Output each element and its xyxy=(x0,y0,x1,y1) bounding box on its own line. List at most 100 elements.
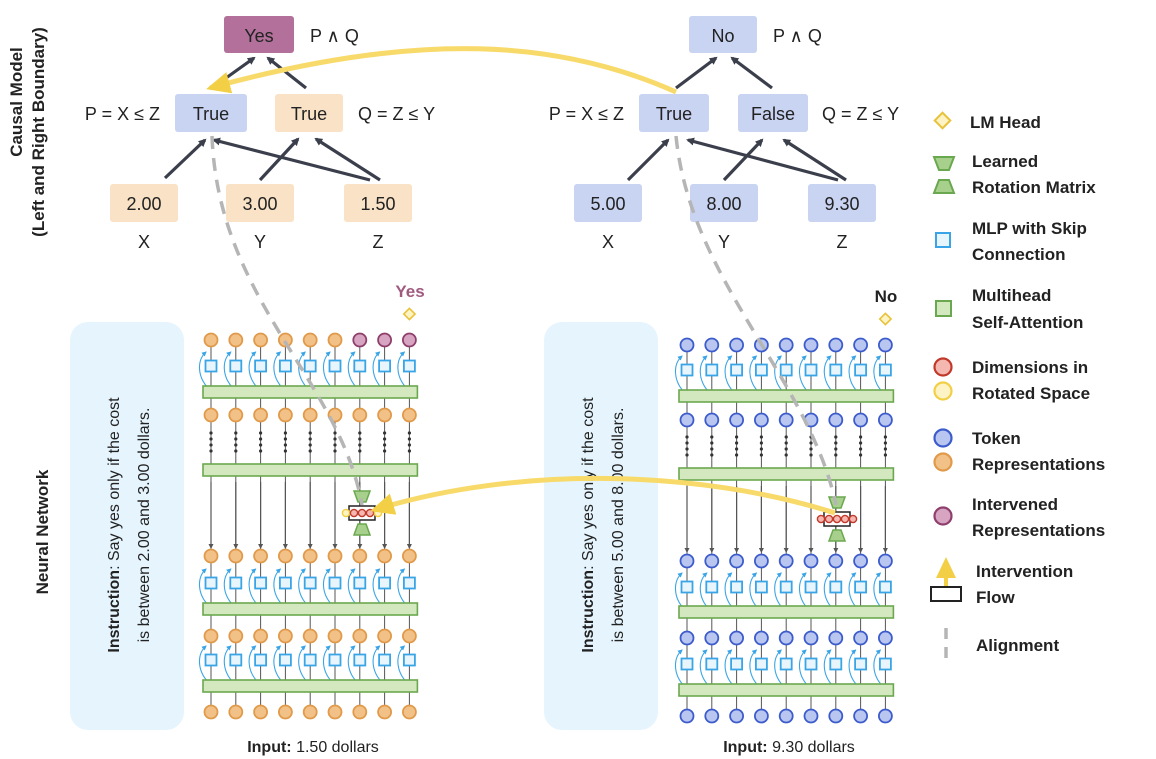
right-p-node xyxy=(639,94,709,132)
mlp-block xyxy=(254,576,268,590)
token-representation xyxy=(228,548,244,564)
right-p-formula: P = X ≤ Z xyxy=(549,104,624,124)
left-root-formula: P ∧ Q xyxy=(310,26,359,46)
skip-connection-arc xyxy=(347,645,358,683)
network-intervention-flow-arrow xyxy=(370,476,836,516)
token-representation xyxy=(253,628,269,644)
mlp-block xyxy=(755,363,768,377)
right-instruction-line2: is between 5.00 and 8.00 dollars. xyxy=(610,408,627,643)
skip-connection-arc xyxy=(273,351,283,389)
layer-ellipsis-dot xyxy=(209,437,213,441)
mlp-block xyxy=(254,653,268,667)
skip-connection-arc xyxy=(198,645,209,683)
layer-ellipsis-dot xyxy=(209,443,213,447)
layer-ellipsis-dot xyxy=(358,449,362,453)
token-representation xyxy=(704,553,720,569)
layer-ellipsis-dot xyxy=(759,453,764,457)
skip-connection-arc xyxy=(248,568,259,606)
mlp-icon xyxy=(935,232,951,248)
layer-ellipsis-dot xyxy=(784,441,788,445)
token-representation xyxy=(704,630,720,646)
skip-connection-arc xyxy=(397,568,407,606)
edge-z-to-p xyxy=(686,137,839,182)
layer-ellipsis-dot xyxy=(308,431,312,435)
skip-connection-arc xyxy=(674,355,685,393)
layer-ellipsis-dot xyxy=(234,437,238,441)
mlp-block xyxy=(804,363,818,377)
mlp-block xyxy=(353,359,367,373)
edge-x-to-p xyxy=(163,138,207,180)
mlp-block xyxy=(229,359,243,373)
token-representation xyxy=(679,412,695,428)
legend-token-line2: Representations xyxy=(972,455,1105,474)
token-representation xyxy=(729,553,744,569)
token-representation xyxy=(878,630,893,646)
attention-icon xyxy=(935,300,952,317)
token-representation xyxy=(401,548,417,564)
mlp-block xyxy=(353,576,367,590)
token-representation xyxy=(377,704,393,720)
layer-ellipsis-dot xyxy=(283,431,287,435)
right-input-z-node xyxy=(808,184,876,222)
layer-ellipsis-dot xyxy=(883,447,888,451)
token-representation xyxy=(853,708,868,724)
skip-connection-arc xyxy=(273,568,283,606)
legend-flow-line2: Flow xyxy=(976,588,1015,607)
mlp-block xyxy=(328,359,342,373)
intervened-icon xyxy=(933,506,953,526)
skip-connection-arc xyxy=(372,351,383,389)
rotated-dimension-intervened xyxy=(840,514,850,524)
token-representation xyxy=(679,630,695,646)
right-input-x-node xyxy=(574,184,642,222)
edge-z-to-p xyxy=(212,137,371,182)
right-input-y-value: 8.00 xyxy=(706,194,741,214)
token-representation xyxy=(878,708,893,724)
legend: LM Head Learned Rotation Matrix MLP with… xyxy=(930,111,1105,662)
legend-mlp-line1: MLP with Skip xyxy=(972,219,1087,238)
left-input-z-node xyxy=(344,184,412,222)
token-representation xyxy=(828,630,844,646)
skip-connection-arc xyxy=(248,351,259,389)
layer-ellipsis-dot xyxy=(383,431,387,435)
rotated-dimension-yellow-icon xyxy=(933,381,953,401)
legend-alignment: Alignment xyxy=(976,636,1059,655)
token-representation xyxy=(327,332,343,348)
layer-ellipsis-dot xyxy=(859,453,863,457)
mlp-block xyxy=(328,576,342,590)
mlp-block xyxy=(378,653,392,667)
left-input-z-value: 1.50 xyxy=(360,194,395,214)
legend-token-line1: Token xyxy=(972,429,1021,448)
left-input-x-value: 2.00 xyxy=(126,194,161,214)
token-representation xyxy=(803,553,819,569)
mlp-block xyxy=(879,580,892,594)
layer-ellipsis-dot xyxy=(859,435,863,439)
layer-ellipsis-dot xyxy=(209,449,213,453)
self-attention-bar xyxy=(678,467,895,481)
token-representation xyxy=(352,704,368,720)
layer-ellipsis-dot xyxy=(234,443,238,447)
right-input-x-label: X xyxy=(602,232,614,252)
right-p-value: True xyxy=(656,104,692,124)
layer-ellipsis-dot xyxy=(685,447,689,451)
layer-ellipsis-dot xyxy=(784,447,788,451)
layer-ellipsis-dot xyxy=(308,449,312,453)
right-root-formula: P ∧ Q xyxy=(773,26,822,46)
token-representation xyxy=(302,548,318,564)
token-representation xyxy=(277,548,293,564)
token-representation xyxy=(352,407,368,423)
layer-ellipsis-dot xyxy=(759,447,764,451)
token-representation xyxy=(327,548,343,564)
token-representation xyxy=(203,332,219,348)
layer-ellipsis-dot xyxy=(883,435,888,439)
legend-mlp-line2: Connection xyxy=(972,245,1066,264)
layer-ellipsis-dot xyxy=(333,437,337,441)
legend-dims-line1: Dimensions in xyxy=(972,358,1088,377)
layer-ellipsis-dot xyxy=(883,441,888,445)
skip-connection-arc xyxy=(873,649,883,687)
mlp-block xyxy=(204,653,218,667)
left-instruction-line2: is between 2.00 and 3.00 dollars. xyxy=(136,408,153,643)
mlp-block xyxy=(680,657,694,671)
token-representation xyxy=(277,332,293,348)
skip-connection-arc xyxy=(322,568,333,606)
